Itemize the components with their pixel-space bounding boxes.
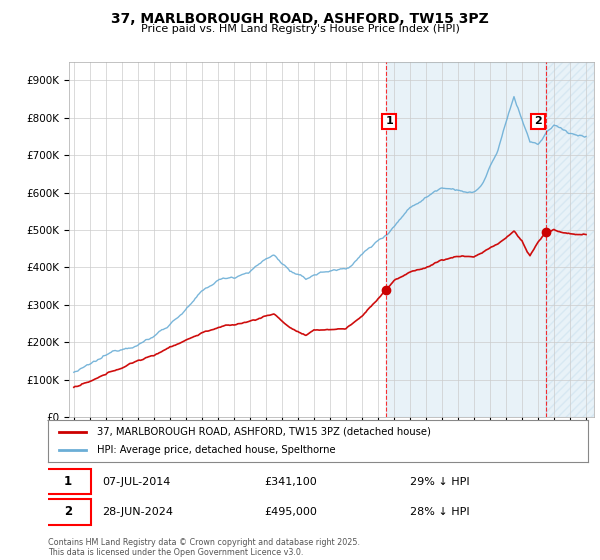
Bar xyxy=(386,62,546,417)
Text: £495,000: £495,000 xyxy=(264,507,317,517)
Text: Price paid vs. HM Land Registry's House Price Index (HPI): Price paid vs. HM Land Registry's House … xyxy=(140,24,460,34)
Text: 2: 2 xyxy=(534,116,542,127)
Text: 37, MARLBOROUGH ROAD, ASHFORD, TW15 3PZ (detached house): 37, MARLBOROUGH ROAD, ASHFORD, TW15 3PZ … xyxy=(97,427,430,437)
Text: HPI: Average price, detached house, Spelthorne: HPI: Average price, detached house, Spel… xyxy=(97,445,335,455)
FancyBboxPatch shape xyxy=(46,469,91,494)
Text: Contains HM Land Registry data © Crown copyright and database right 2025.
This d: Contains HM Land Registry data © Crown c… xyxy=(48,538,360,557)
Text: 28% ↓ HPI: 28% ↓ HPI xyxy=(410,507,469,517)
Text: £341,100: £341,100 xyxy=(264,477,317,487)
Text: 1: 1 xyxy=(64,475,72,488)
Text: 07-JUL-2014: 07-JUL-2014 xyxy=(102,477,170,487)
Text: 29% ↓ HPI: 29% ↓ HPI xyxy=(410,477,469,487)
Text: 28-JUN-2024: 28-JUN-2024 xyxy=(102,507,173,517)
Text: 2: 2 xyxy=(64,505,72,519)
Text: 1: 1 xyxy=(385,116,393,127)
Text: 37, MARLBOROUGH ROAD, ASHFORD, TW15 3PZ: 37, MARLBOROUGH ROAD, ASHFORD, TW15 3PZ xyxy=(111,12,489,26)
FancyBboxPatch shape xyxy=(46,499,91,525)
Bar xyxy=(546,62,594,417)
